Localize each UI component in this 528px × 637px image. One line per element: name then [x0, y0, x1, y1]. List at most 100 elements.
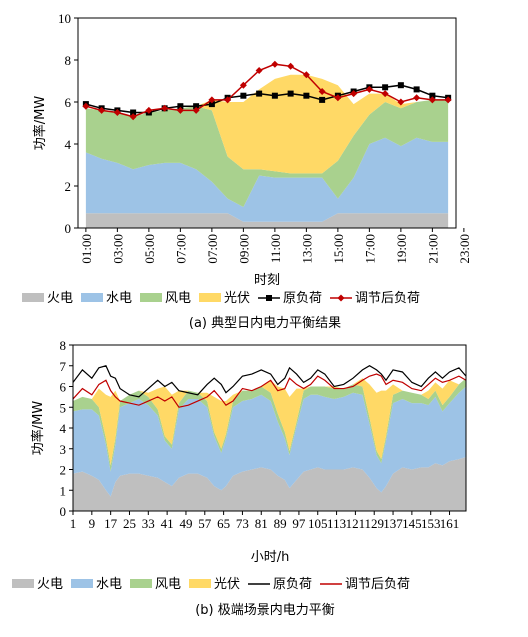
a-marker-square	[193, 103, 200, 110]
a-marker-square	[240, 92, 247, 99]
a-legend-label-series-3: 光伏	[224, 291, 250, 306]
b-y-tick-label: 1	[60, 483, 67, 498]
b-x-tick-label: 81	[255, 516, 268, 531]
b-x-tick-label: 121	[346, 516, 366, 531]
a-marker-diamond	[145, 106, 153, 114]
a-y-tick-label: 8	[65, 53, 72, 68]
b-x-tick-label: 1	[70, 516, 77, 531]
b-legend-label-series-0: 火电	[37, 577, 63, 592]
b-y-tick-label: 0	[60, 504, 67, 519]
a-legend: 火电 水电 风电 光伏 原负荷 调节后负荷	[22, 291, 420, 306]
a-marker-diamond	[224, 96, 232, 104]
a-legend-label-series-0: 原负荷	[283, 291, 322, 306]
a-marker-diamond	[129, 113, 137, 121]
b-x-tick-label: 153	[421, 516, 441, 531]
b-legend-label-series-1: 水电	[96, 577, 122, 592]
b-x-tick-label: 137	[383, 516, 403, 531]
a-x-tick-label: 01:00	[79, 234, 94, 264]
a-area-series-1	[85, 137, 449, 222]
a-area-series-3	[85, 74, 449, 174]
b-line-series-1	[72, 373, 467, 408]
a-x-tick-label: 07:00	[205, 234, 220, 264]
b-legend-swatch-series-3	[189, 579, 211, 588]
b-x-tick-label: 129	[364, 516, 384, 531]
chart-a: 0 2 4 6 8 10 01:00 03:00 05:00 07:00 07:00 09:00 11…	[22, 11, 472, 331]
b-y-tick-label: 3	[60, 442, 67, 457]
b-caption: (b) 极端场景内电力平衡	[195, 602, 335, 618]
a-y-tick-label: 10	[58, 11, 71, 26]
a-y-tick-label: 6	[65, 95, 72, 110]
a-plot-frame	[77, 17, 457, 229]
b-y-tick-label: 5	[60, 400, 67, 415]
b-x-tick-label: 113	[327, 516, 346, 531]
b-legend-label-series-3: 光伏	[214, 577, 240, 592]
b-legend-swatch-series-1	[71, 579, 93, 588]
b-legend-swatch-series-2	[130, 579, 152, 588]
a-area-series-2	[85, 99, 449, 207]
a-x-tick-label: 07:00	[173, 234, 188, 264]
a-legend-label-series-0: 火电	[47, 291, 73, 306]
a-marker-diamond	[208, 96, 216, 104]
a-marker-diamond	[287, 62, 295, 70]
a-marker-diamond	[302, 71, 310, 79]
a-marker-square	[303, 92, 310, 99]
a-marker-square	[271, 92, 278, 99]
b-y-tick-label: 8	[60, 338, 67, 353]
a-x-tick-label: 19:00	[394, 234, 409, 264]
a-marker-square	[429, 92, 436, 99]
b-x-tick-label: 145	[402, 516, 422, 531]
a-marker-square	[177, 103, 184, 110]
b-x-tick-label: 105	[308, 516, 328, 531]
a-marker-diamond	[271, 60, 279, 68]
b-y-tick-label: 6	[60, 380, 67, 395]
b-y-tick-label: 4	[60, 421, 67, 436]
b-y-tick-label: 7	[60, 359, 67, 374]
a-marker-diamond	[239, 81, 247, 89]
b-y-tick-labels: 0 1 2 3 4 5 6 7 8	[60, 338, 73, 519]
a-marker-diamond	[397, 98, 405, 106]
b-y-axis-label: 功率/MW	[30, 401, 46, 456]
a-legend-label-series-1: 调节后负荷	[355, 291, 420, 306]
b-area-series-1	[73, 386, 466, 497]
a-marker-diamond	[161, 104, 169, 112]
b-load-lines	[72, 365, 467, 408]
a-y-tick-label: 2	[65, 179, 72, 194]
a-marker-diamond	[413, 94, 421, 102]
a-marker-diamond	[82, 102, 90, 110]
a-marker-diamond	[176, 106, 184, 114]
a-stacked-areas	[85, 74, 449, 228]
b-x-tick-label: 41	[161, 516, 174, 531]
a-marker-square	[256, 90, 263, 97]
a-marker-diamond	[192, 106, 200, 114]
a-marker-diamond	[255, 67, 263, 74]
a-legend-swatch-series-0	[22, 293, 44, 302]
a-legend-marker	[266, 295, 272, 301]
a-marker-square	[208, 101, 215, 108]
a-x-tick-label: 15:00	[331, 234, 346, 264]
b-legend-label-series-0: 原负荷	[273, 577, 312, 592]
a-x-tick-label: 13:00	[299, 234, 314, 264]
b-x-tick-label: 9	[89, 516, 96, 531]
b-x-tick-label: 97	[292, 516, 306, 531]
b-area-series-2	[73, 378, 466, 472]
a-y-tick-labels: 0 2 4 6 8 10	[58, 11, 78, 236]
a-marker-square	[287, 90, 294, 97]
b-line-series-0	[72, 365, 467, 398]
a-y-axis-label: 功率/MW	[32, 96, 48, 151]
a-legend-label-series-1: 水电	[106, 291, 132, 306]
a-x-tick-label: 03:00	[110, 234, 125, 264]
a-legend-marker	[337, 294, 345, 302]
b-area-series-0	[73, 457, 466, 511]
a-legend-swatch-series-2	[140, 293, 162, 302]
a-marker-diamond	[334, 94, 342, 102]
a-y-tick-label: 0	[65, 221, 72, 236]
a-x-tick-label: 21:00	[425, 234, 440, 264]
b-x-tick-label: 57	[198, 516, 212, 531]
b-x-tick-label: 25	[123, 516, 136, 531]
a-caption: (a) 典型日内电力平衡结果	[189, 315, 341, 331]
a-marker-diamond	[428, 96, 436, 104]
b-legend-swatch-series-0	[12, 579, 34, 588]
a-legend-swatch-series-3	[199, 293, 221, 302]
